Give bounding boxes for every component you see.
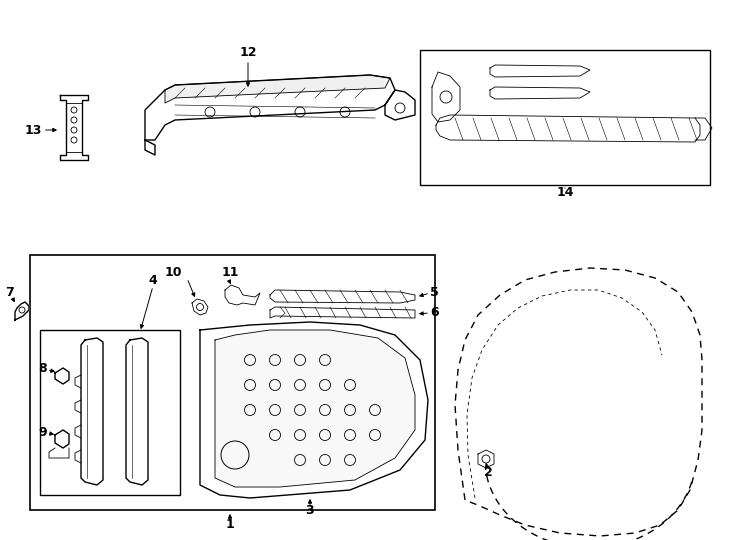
Bar bbox=[30, 255, 435, 510]
Text: 1: 1 bbox=[225, 518, 234, 531]
Polygon shape bbox=[81, 338, 103, 485]
Polygon shape bbox=[192, 299, 208, 315]
Polygon shape bbox=[436, 115, 700, 142]
Text: 5: 5 bbox=[430, 287, 439, 300]
Polygon shape bbox=[490, 65, 590, 77]
Polygon shape bbox=[490, 87, 590, 99]
Text: 4: 4 bbox=[148, 273, 157, 287]
Polygon shape bbox=[165, 75, 390, 103]
Text: 3: 3 bbox=[305, 503, 314, 516]
Polygon shape bbox=[225, 285, 260, 305]
Text: 10: 10 bbox=[164, 266, 182, 279]
Bar bbox=[40, 330, 180, 495]
Polygon shape bbox=[15, 302, 29, 320]
Text: 8: 8 bbox=[38, 361, 47, 375]
Polygon shape bbox=[270, 290, 415, 303]
Polygon shape bbox=[126, 338, 148, 485]
Polygon shape bbox=[55, 430, 69, 448]
Text: 12: 12 bbox=[239, 45, 257, 58]
Polygon shape bbox=[478, 450, 494, 468]
Bar bbox=[420, 50, 710, 185]
Text: 13: 13 bbox=[25, 124, 42, 137]
Polygon shape bbox=[200, 322, 428, 498]
Text: 11: 11 bbox=[222, 266, 239, 279]
Polygon shape bbox=[55, 368, 69, 384]
Text: 2: 2 bbox=[484, 465, 493, 478]
Text: 14: 14 bbox=[556, 186, 574, 199]
Text: 7: 7 bbox=[6, 286, 15, 299]
Polygon shape bbox=[215, 330, 415, 487]
Polygon shape bbox=[432, 72, 460, 122]
Polygon shape bbox=[385, 90, 415, 120]
Polygon shape bbox=[145, 75, 395, 140]
Text: 9: 9 bbox=[38, 426, 47, 438]
Polygon shape bbox=[270, 307, 415, 318]
Polygon shape bbox=[60, 95, 88, 160]
Text: 6: 6 bbox=[430, 307, 439, 320]
